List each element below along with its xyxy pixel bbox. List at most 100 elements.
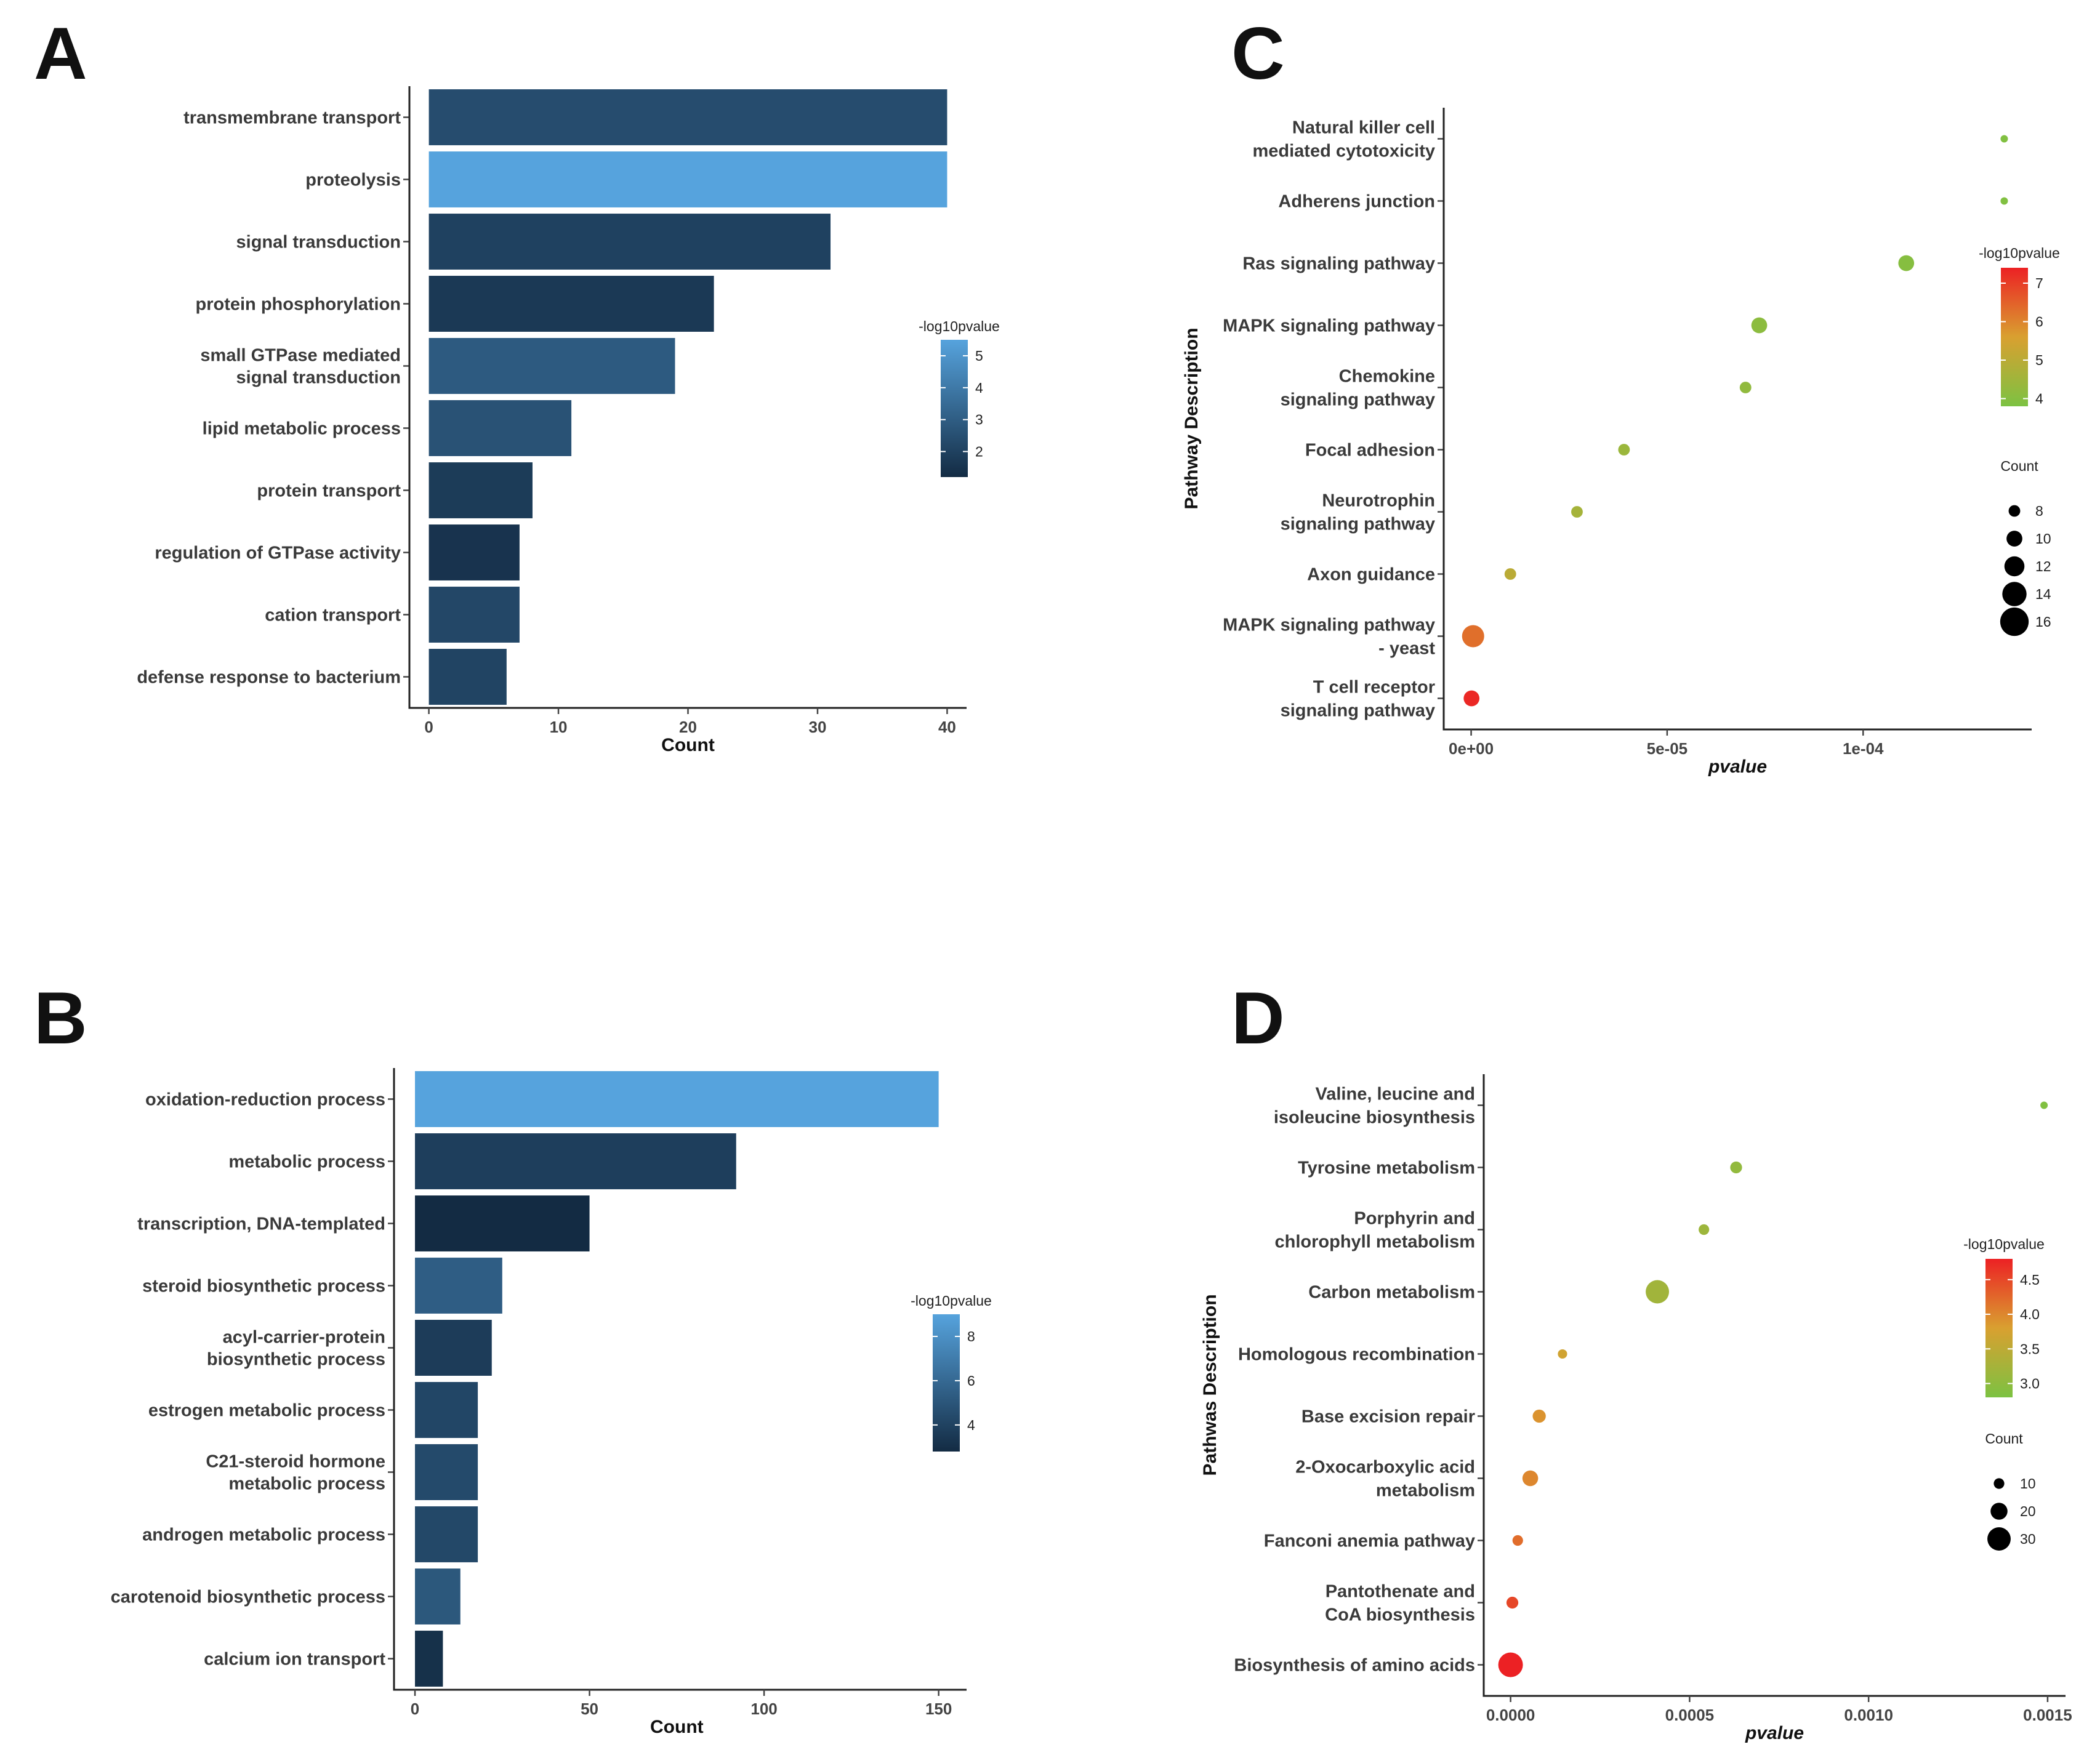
size-legend-dot	[1990, 1503, 2008, 1520]
colorbar	[2001, 268, 2028, 406]
dot	[1699, 1224, 1710, 1235]
size-legend-dot	[1993, 1478, 2005, 1489]
size-legend-dot	[2008, 505, 2021, 517]
category-label: carotenoid biosynthetic process	[111, 1588, 385, 1607]
dot	[1730, 1161, 1742, 1174]
x-tick-label: 40	[938, 718, 956, 736]
x-tick-label: 0.0005	[1665, 1706, 1715, 1724]
legend-title: -log10pvalue	[1979, 245, 2060, 261]
axes	[393, 1068, 967, 1691]
size-legend-dot	[2006, 531, 2022, 547]
x-axis-title: pvalue	[1745, 1723, 1804, 1743]
chart-c-kegg-dot-plot: Natural killer cell mediated cytotoxicity…	[1181, 108, 2060, 777]
dot	[1532, 1409, 1546, 1423]
category-label: small GTPase mediated signal transduction	[200, 346, 401, 388]
category-label: transmembrane transport	[183, 108, 401, 128]
dot	[1512, 1535, 1523, 1546]
size-legend-label: 20	[2020, 1503, 2036, 1519]
dot	[1571, 506, 1583, 518]
dot	[1498, 1652, 1523, 1677]
axes	[408, 86, 967, 709]
size-legend-label: 10	[2035, 531, 2051, 547]
category-label: transcription, DNA-templated	[137, 1215, 385, 1234]
dot	[1646, 1280, 1670, 1304]
legend-title: -log10pvalue	[1963, 1236, 2045, 1252]
bar	[428, 338, 675, 394]
bar	[428, 151, 947, 207]
category-label: Fanconi anemia pathway	[1264, 1532, 1475, 1551]
category-label: Ras signaling pathway	[1242, 254, 1435, 274]
category-label: Chemokine signaling pathway	[1281, 367, 1435, 410]
dot	[1739, 382, 1752, 393]
x-tick-label: 100	[750, 1700, 777, 1718]
category-label: Biosynthesis of amino acids	[1234, 1656, 1475, 1676]
colorbar-tick-label: 3.5	[2020, 1341, 2040, 1357]
size-legend-dot	[2000, 607, 2029, 637]
panel-letter-d: D	[1231, 977, 1285, 1059]
category-label: Focal adhesion	[1305, 441, 1435, 460]
category-label: metabolic process	[228, 1152, 385, 1172]
category-label: oxidation-reduction process	[145, 1090, 385, 1110]
colorbar	[1985, 1259, 2013, 1397]
category-label: C21-steroid hormone metabolic process	[206, 1452, 385, 1494]
colorbar-tick-label: 4	[2035, 391, 2043, 407]
bar	[415, 1382, 478, 1438]
category-label: Neurotrophin signaling pathway	[1281, 491, 1435, 534]
axes	[1442, 108, 2032, 731]
category-label: estrogen metabolic process	[148, 1401, 385, 1421]
dot	[1522, 1470, 1539, 1487]
bar	[415, 1631, 443, 1687]
category-label: Adherens junction	[1278, 192, 1435, 212]
category-label: Porphyrin and chlorophyll metabolism	[1275, 1209, 1476, 1252]
x-axis-title: Count	[650, 1717, 704, 1737]
x-tick-label: 0	[424, 718, 433, 736]
colorbar-tick-label: 8	[967, 1328, 975, 1344]
dot	[1504, 568, 1516, 580]
chart-b-go-bar-chart: oxidation-reduction process metabolic pro…	[111, 1068, 992, 1737]
chart-d-kegg-dot-plot: Valine, leucine and isoleucine biosynthes…	[1200, 1074, 2072, 1743]
size-legend-title: Count	[1985, 1431, 2023, 1447]
category-label: calcium ion transport	[204, 1650, 385, 1669]
colorbar-tick-label: 5	[2035, 352, 2043, 368]
bar	[428, 400, 572, 456]
bar	[415, 1133, 736, 1189]
size-legend-label: 14	[2035, 586, 2051, 602]
colorbar	[933, 1314, 960, 1452]
x-tick-label: 10	[550, 718, 568, 736]
category-label: steroid biosynthetic process	[142, 1277, 385, 1296]
category-label: androgen metabolic process	[142, 1525, 385, 1545]
colorbar-tick-label: 4.5	[2020, 1272, 2040, 1288]
category-label: MAPK signaling pathway	[1223, 316, 1435, 336]
category-label: regulation of GTPase activity	[155, 544, 401, 563]
x-axis-title: pvalue	[1708, 757, 1767, 777]
x-tick-label: 0.0000	[1486, 1706, 1535, 1724]
x-tick-label: 0.0015	[2023, 1706, 2072, 1724]
category-label: lipid metabolic process	[203, 419, 401, 439]
axes	[1482, 1074, 2066, 1697]
x-tick-label: 0e+00	[1449, 739, 1494, 758]
category-label: Homologous recombination	[1238, 1345, 1475, 1365]
category-label: protein transport	[257, 481, 401, 501]
bar	[415, 1568, 461, 1625]
dot	[1898, 255, 1915, 271]
bar	[428, 587, 520, 643]
dot	[2000, 197, 2008, 205]
size-legend-dot	[2004, 556, 2025, 577]
x-tick-label: 150	[925, 1700, 952, 1718]
colorbar-tick-label: 3.0	[2020, 1376, 2040, 1392]
dot	[2040, 1101, 2048, 1109]
bar	[428, 462, 533, 518]
panel-letter-a: A	[34, 12, 87, 95]
dot	[1463, 690, 1480, 707]
panel-letter-b: B	[34, 977, 87, 1059]
panel-letter-c: C	[1231, 12, 1285, 95]
category-label: Axon guidance	[1307, 565, 1435, 585]
bar	[415, 1071, 939, 1127]
colorbar-tick-label: 4	[967, 1417, 975, 1433]
category-label: proteolysis	[305, 171, 401, 190]
bar	[415, 1320, 492, 1376]
category-label: protein phosphorylation	[196, 295, 401, 315]
dot	[1462, 625, 1484, 648]
category-label: Tyrosine metabolism	[1298, 1159, 1475, 1178]
x-tick-label: 30	[809, 718, 827, 736]
